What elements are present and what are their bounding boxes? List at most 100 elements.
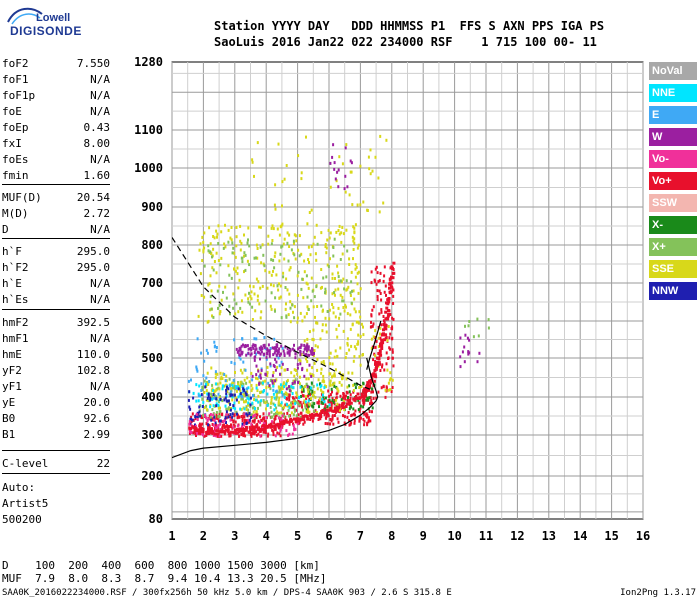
echo-point bbox=[217, 224, 220, 228]
echo-point bbox=[248, 244, 251, 248]
echo-point bbox=[190, 415, 193, 419]
echo-point bbox=[315, 258, 318, 262]
echo-point bbox=[337, 323, 340, 327]
echo-point bbox=[354, 275, 357, 279]
echo-point bbox=[205, 348, 208, 352]
echo-point bbox=[373, 278, 376, 282]
echo-point bbox=[342, 329, 345, 333]
echo-point bbox=[280, 366, 283, 370]
echo-point bbox=[346, 337, 349, 341]
echo-point bbox=[208, 380, 211, 383]
echo-point bbox=[389, 388, 392, 391]
echo-point bbox=[362, 333, 365, 337]
echo-point bbox=[300, 353, 303, 356]
echo-point bbox=[358, 386, 361, 389]
echo-point bbox=[255, 364, 258, 368]
echo-point bbox=[370, 320, 372, 324]
echo-point bbox=[303, 259, 306, 263]
echo-point bbox=[372, 335, 375, 339]
trace-point bbox=[388, 281, 392, 285]
echo-point bbox=[289, 348, 292, 352]
echo-point bbox=[255, 386, 258, 390]
echo-point bbox=[345, 377, 348, 381]
echo-point bbox=[259, 245, 262, 249]
echo-point bbox=[300, 403, 303, 407]
echo-point bbox=[225, 399, 228, 403]
param-row: h`E N/A bbox=[2, 277, 110, 291]
echo-point bbox=[283, 354, 286, 357]
param-value: 295.0 bbox=[76, 245, 110, 258]
note-artist: Artist5 bbox=[2, 497, 49, 510]
echo-point bbox=[311, 419, 314, 423]
logo-text-lowell: Lowell bbox=[36, 12, 71, 24]
y-tick-label: 800 bbox=[141, 238, 163, 252]
echo-point bbox=[295, 408, 298, 412]
echo-point bbox=[288, 233, 291, 237]
echo-point bbox=[256, 247, 259, 250]
param-row: foEs N/A bbox=[2, 153, 110, 167]
echo-point bbox=[209, 413, 212, 416]
echo-point bbox=[243, 251, 246, 255]
trace-point bbox=[360, 393, 364, 397]
echo-point bbox=[307, 404, 310, 408]
echo-point bbox=[293, 343, 295, 347]
echo-point bbox=[206, 392, 209, 396]
echo-point bbox=[241, 371, 244, 375]
echo-point bbox=[243, 378, 246, 382]
echo-point bbox=[354, 413, 356, 417]
echo-point bbox=[333, 355, 336, 359]
trace-point bbox=[377, 357, 381, 361]
echo-point bbox=[274, 427, 277, 431]
echo-point bbox=[205, 389, 208, 393]
echo-point bbox=[306, 305, 309, 309]
trace-point bbox=[389, 266, 393, 270]
echo-point bbox=[272, 363, 275, 367]
echo-point bbox=[327, 389, 330, 393]
echo-point bbox=[313, 409, 316, 413]
echo-point bbox=[229, 418, 232, 422]
echo-point bbox=[336, 387, 339, 391]
echo-point bbox=[285, 382, 288, 386]
echo-point bbox=[267, 349, 270, 353]
echo-point bbox=[210, 392, 213, 396]
echo-point bbox=[240, 299, 243, 303]
echo-point bbox=[233, 393, 236, 397]
echo-point bbox=[278, 386, 281, 390]
echo-point bbox=[370, 270, 373, 274]
echo-point bbox=[264, 420, 267, 424]
echo-point bbox=[287, 433, 290, 437]
echo-point bbox=[468, 351, 471, 355]
echo-point bbox=[339, 346, 342, 350]
echo-point bbox=[332, 374, 335, 378]
echo-point bbox=[242, 414, 245, 418]
echo-point bbox=[307, 353, 310, 357]
echo-point bbox=[356, 246, 359, 250]
echo-point bbox=[333, 372, 336, 376]
echo-point bbox=[208, 425, 211, 429]
x-tick-label: 14 bbox=[573, 529, 587, 543]
echo-point bbox=[239, 224, 242, 228]
trace-point bbox=[384, 327, 388, 331]
echo-point bbox=[192, 418, 195, 422]
echo-point bbox=[234, 255, 237, 259]
echo-point bbox=[461, 350, 464, 354]
echo-point bbox=[368, 396, 371, 400]
echo-point bbox=[296, 274, 299, 278]
trace-point bbox=[378, 362, 381, 366]
echo-point bbox=[224, 285, 227, 289]
echo-point bbox=[260, 261, 263, 265]
echo-point bbox=[257, 369, 260, 373]
trace-point bbox=[344, 405, 348, 408]
echo-point bbox=[217, 419, 220, 423]
trace-point bbox=[379, 353, 383, 357]
trace-point bbox=[336, 405, 340, 409]
echo-point bbox=[312, 305, 315, 309]
echo-point bbox=[468, 320, 471, 323]
echo-point bbox=[235, 396, 238, 400]
echo-point bbox=[329, 231, 332, 235]
echo-point bbox=[219, 263, 222, 267]
echo-point bbox=[258, 346, 261, 350]
echo-point bbox=[353, 237, 356, 241]
echo-point bbox=[260, 419, 263, 423]
echo-point bbox=[324, 396, 327, 400]
